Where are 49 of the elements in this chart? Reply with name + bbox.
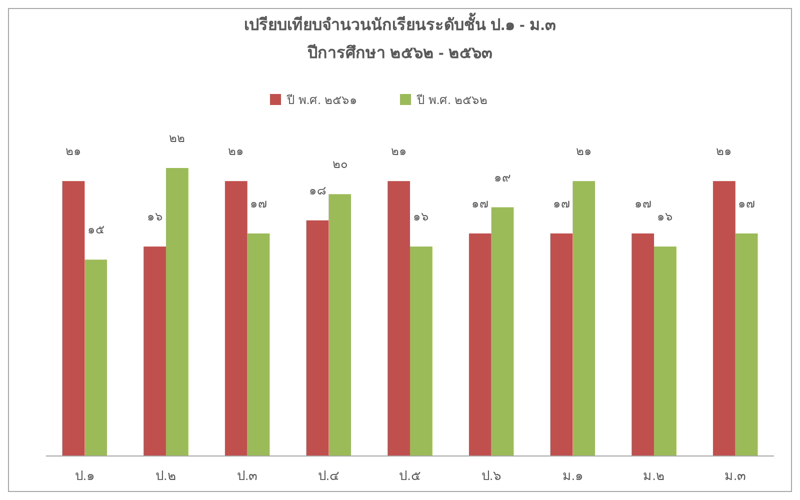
bar <box>410 246 432 456</box>
data-label: ๒๑ <box>65 144 82 158</box>
bar <box>62 181 85 456</box>
bar <box>712 181 736 456</box>
data-label: ๑๗ <box>634 196 652 210</box>
bar <box>468 233 492 456</box>
x-tick-label: ป.๓ <box>237 468 258 483</box>
legend-label: ปี พ.ศ. ๒๕๖๒ <box>416 93 488 107</box>
x-tick-label: ป.๑ <box>74 468 94 483</box>
x-tick-label: ม.๒ <box>643 468 665 483</box>
data-label: ๑๖ <box>146 210 163 224</box>
bar <box>550 233 573 456</box>
x-tick-label: ป.๒ <box>156 468 176 483</box>
x-tick-label: ม.๑ <box>562 468 583 483</box>
bar <box>388 181 410 456</box>
bar <box>632 233 654 456</box>
bar <box>491 207 514 456</box>
data-label: ๑๖ <box>657 210 674 224</box>
bar <box>144 246 166 456</box>
data-label: ๑๕ <box>87 222 104 237</box>
bar <box>84 260 108 456</box>
data-label: ๒๑ <box>716 144 732 158</box>
chart-title: เปรียบเทียบจำนวนนักเรียนระดับชั้น ป.๑ - ม.๓ <box>244 12 556 34</box>
data-label: ๒๒ <box>169 131 186 145</box>
data-label: ๑๗ <box>250 196 268 210</box>
bar <box>735 233 758 456</box>
x-tick-label: ป.๔ <box>318 468 340 483</box>
data-label: ๑๗ <box>552 196 570 210</box>
data-label: ๒๑ <box>228 144 244 158</box>
bar <box>247 233 270 456</box>
data-label: ๒๐ <box>332 157 348 172</box>
legend-label: ปี พ.ศ. ๒๕๖๑ <box>286 93 358 107</box>
bar <box>654 246 676 456</box>
bar <box>306 220 329 456</box>
bar <box>572 181 596 456</box>
data-label: ๑๘ <box>308 183 326 198</box>
x-tick-label: ม.๓ <box>724 468 746 483</box>
data-label: ๑๖ <box>413 210 430 224</box>
bar <box>328 194 352 456</box>
data-label: ๒๑ <box>576 144 592 158</box>
chart-subtitle: ปีการศึกษา ๒๕๖๒ - ๒๕๖๓ <box>306 43 492 62</box>
x-tick-label: ป.๖ <box>482 468 502 483</box>
bar <box>166 168 188 456</box>
bar <box>224 181 248 456</box>
x-tick-label: ป.๕ <box>399 468 421 483</box>
data-label: ๑๗ <box>472 196 489 210</box>
data-label: ๒๑ <box>390 144 407 158</box>
data-label: ๑๙ <box>494 170 512 184</box>
data-label: ๑๗ <box>738 196 756 210</box>
